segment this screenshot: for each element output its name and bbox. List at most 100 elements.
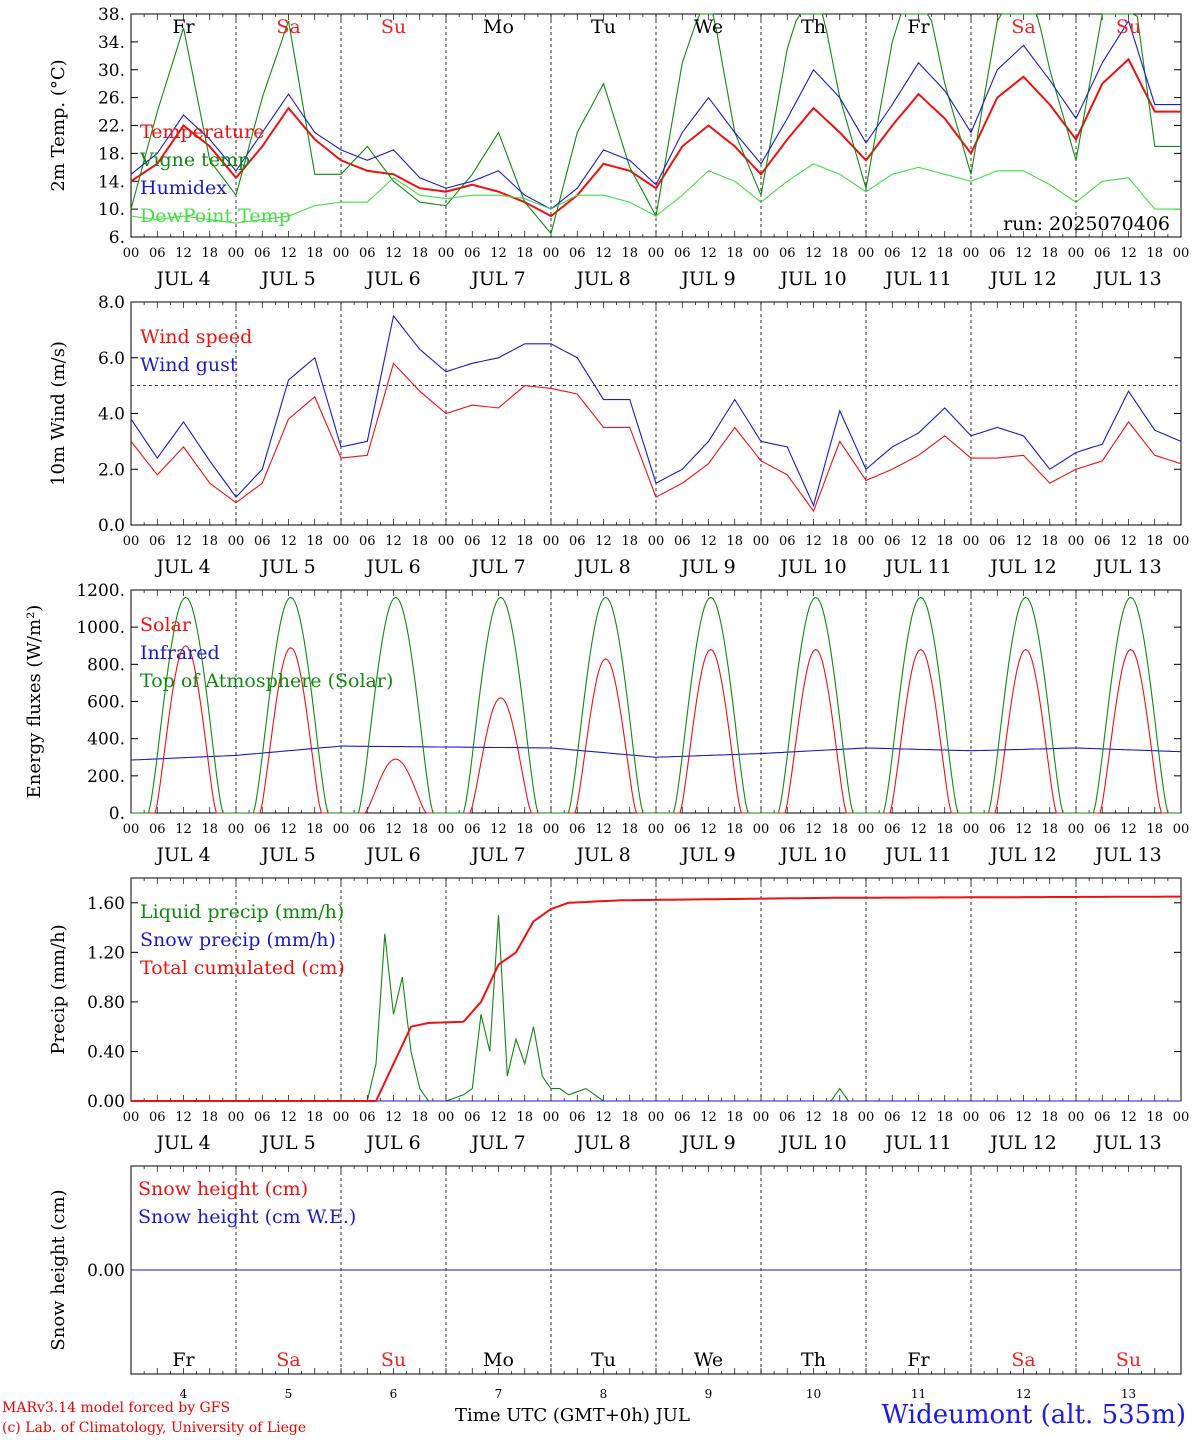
hour-label: 06 <box>989 246 1006 261</box>
date-label: JUL 5 <box>259 556 315 578</box>
hour-label: 06 <box>359 822 376 837</box>
hour-label: 18 <box>201 534 218 549</box>
hour-label: 06 <box>674 822 691 837</box>
date-label: JUL 13 <box>1093 556 1161 578</box>
hour-label: 06 <box>254 822 271 837</box>
legend-entry: Snow height (cm) <box>138 1178 308 1200</box>
hour-label: 00 <box>1173 822 1190 837</box>
hour-label: 12 <box>385 1110 402 1125</box>
hour-label: 18 <box>726 246 743 261</box>
hour-label: 12 <box>1015 822 1032 837</box>
y-tick-label: 800. <box>87 655 125 675</box>
hour-label: 00 <box>858 822 875 837</box>
hour-label: 18 <box>726 534 743 549</box>
y-axis-title: Snow height (cm) <box>48 1189 69 1350</box>
hour-label: 18 <box>411 534 428 549</box>
hour-label: 12 <box>1120 534 1137 549</box>
y-tick-label: 1.20 <box>87 943 125 963</box>
hour-label: 06 <box>149 246 166 261</box>
date-label: JUL 8 <box>574 556 630 578</box>
hour-label: 12 <box>910 246 927 261</box>
weekday-label: Sa <box>276 16 300 38</box>
date-label: JUL 10 <box>778 268 846 290</box>
hour-label: 06 <box>674 246 691 261</box>
legend-entry: Wind speed <box>140 326 252 348</box>
hour-label: 06 <box>779 246 796 261</box>
day-number: 9 <box>705 1387 713 1401</box>
y-tick-label: 10. <box>98 200 125 220</box>
legend-entry: Snow height (cm W.E.) <box>138 1206 356 1228</box>
y-tick-label: 0. <box>109 804 125 824</box>
hour-label: 00 <box>543 246 560 261</box>
date-label: JUL 12 <box>988 1132 1056 1154</box>
hour-label: 12 <box>805 822 822 837</box>
date-label: JUL 5 <box>259 1132 315 1154</box>
hour-label: 12 <box>1015 1110 1032 1125</box>
date-label: JUL 8 <box>574 268 630 290</box>
hour-label: 06 <box>989 534 1006 549</box>
hour-label: 06 <box>884 1110 901 1125</box>
weekday-label: We <box>694 1349 723 1371</box>
date-label: JUL 6 <box>364 268 420 290</box>
hour-label: 18 <box>306 1110 323 1125</box>
hour-label: 06 <box>359 534 376 549</box>
hour-label: 12 <box>490 1110 507 1125</box>
hour-label: 18 <box>1041 534 1058 549</box>
y-tick-label: 0.80 <box>87 993 125 1013</box>
hour-label: 12 <box>805 1110 822 1125</box>
hour-label: 18 <box>1146 534 1163 549</box>
legend-entry: Humidex <box>140 177 227 199</box>
hour-label: 18 <box>411 246 428 261</box>
legend-entry: Vigne temp <box>139 149 250 171</box>
hour-label: 06 <box>254 1110 271 1125</box>
hour-label: 06 <box>1094 534 1111 549</box>
y-tick-label: 30. <box>98 61 125 81</box>
hour-label: 00 <box>858 1110 875 1125</box>
legend-entry: Snow precip (mm/h) <box>140 929 336 951</box>
y-tick-label: 1.60 <box>87 894 125 914</box>
hour-label: 00 <box>963 246 980 261</box>
date-label: JUL 7 <box>469 1132 525 1154</box>
date-label: JUL 10 <box>778 844 846 866</box>
hour-label: 00 <box>438 534 455 549</box>
hour-label: 12 <box>805 534 822 549</box>
series-line-2 <box>131 895 1181 1102</box>
panel-frame <box>130 301 1182 526</box>
y-tick-label: 0.40 <box>87 1042 125 1062</box>
y-tick-label: 4.0 <box>98 405 125 425</box>
y-axis-title: Precip (mm/h) <box>48 924 69 1054</box>
date-label: JUL 12 <box>988 844 1056 866</box>
hour-label: 00 <box>648 246 665 261</box>
hour-label: 12 <box>385 246 402 261</box>
hour-label: 00 <box>228 822 245 837</box>
hour-label: 12 <box>1120 246 1137 261</box>
hour-label: 06 <box>989 1110 1006 1125</box>
weekday-label: We <box>694 16 723 38</box>
hour-label: 18 <box>201 822 218 837</box>
day-number: 5 <box>285 1387 293 1401</box>
hour-label: 12 <box>175 246 192 261</box>
date-label: JUL 12 <box>988 268 1056 290</box>
hour-label: 18 <box>621 1110 638 1125</box>
hour-label: 12 <box>1015 534 1032 549</box>
series-line-3 <box>130 163 1181 224</box>
hour-label: 00 <box>648 822 665 837</box>
y-tick-label: 0.00 <box>87 1261 125 1281</box>
series-line-0 <box>130 362 1182 513</box>
hour-label: 06 <box>884 822 901 837</box>
hour-label: 06 <box>569 1110 586 1125</box>
y-tick-label: 18. <box>98 144 125 164</box>
hour-label: 06 <box>569 822 586 837</box>
legend-entry: Infrared <box>140 642 220 664</box>
hour-label: 18 <box>831 534 848 549</box>
hour-label: 12 <box>280 822 297 837</box>
hour-label: 06 <box>464 1110 481 1125</box>
weekday-label: Mo <box>483 1349 514 1371</box>
x-axis-title: Time UTC (GMT+0h) JUL <box>455 1405 690 1426</box>
hour-label: 00 <box>333 1110 350 1125</box>
hour-label: 00 <box>753 246 770 261</box>
hour-label: 18 <box>936 246 953 261</box>
hour-label: 06 <box>1094 246 1111 261</box>
series-line-1 <box>130 745 1182 761</box>
